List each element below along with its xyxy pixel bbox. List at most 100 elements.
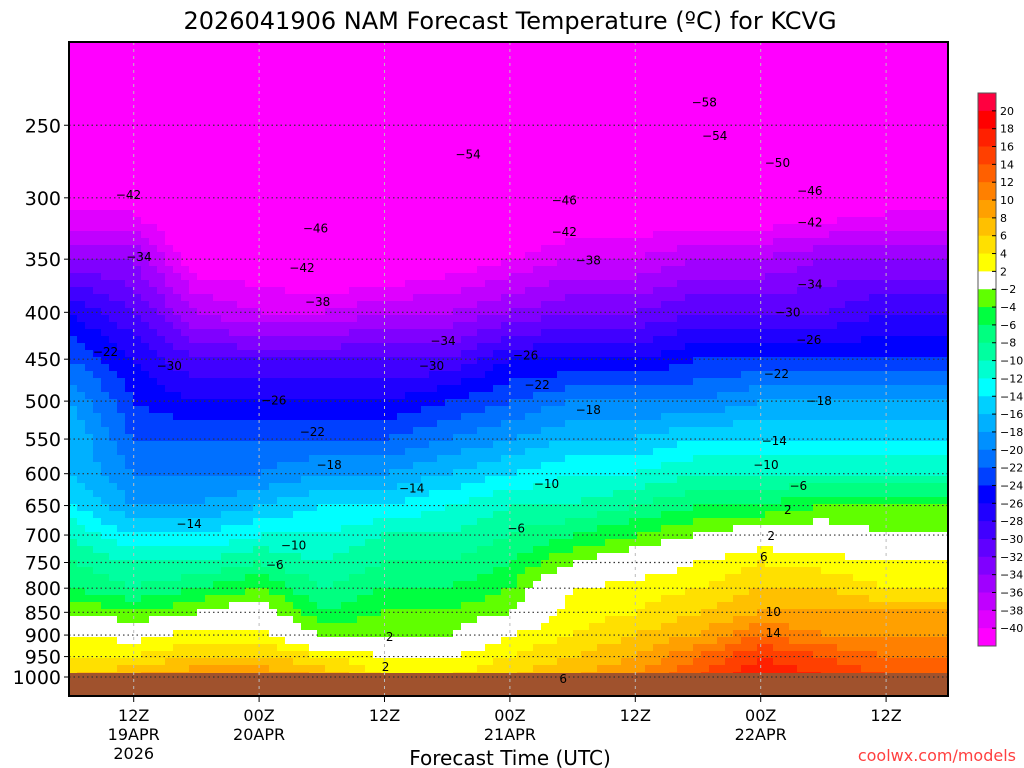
heatmap-cell (597, 154, 606, 162)
heatmap-cell (109, 154, 118, 162)
heatmap-cell (789, 322, 798, 330)
heatmap-cell (181, 308, 190, 316)
heatmap-cell (453, 343, 462, 351)
heatmap-cell (901, 238, 910, 246)
heatmap-cell (549, 182, 558, 190)
heatmap-cell (717, 56, 726, 64)
heatmap-cell (149, 203, 158, 211)
heatmap-cell (349, 175, 358, 183)
heatmap-cell (605, 154, 614, 162)
heatmap-cell (573, 112, 582, 120)
heatmap-cell (485, 147, 494, 155)
heatmap-cell (925, 245, 934, 253)
heatmap-cell (917, 119, 926, 127)
heatmap-cell (189, 343, 198, 351)
heatmap-cell (197, 357, 206, 365)
heatmap-cell (909, 245, 918, 253)
heatmap-cell (597, 231, 606, 239)
heatmap-cell (845, 252, 854, 260)
heatmap-cell (149, 105, 158, 113)
heatmap-cell (477, 315, 486, 323)
heatmap-cell (341, 91, 350, 99)
heatmap-cell (557, 322, 566, 330)
heatmap-cell (733, 105, 742, 113)
heatmap-cell (437, 329, 446, 337)
heatmap-cell (373, 315, 382, 323)
heatmap-cell (69, 238, 78, 246)
heatmap-cell (445, 42, 454, 50)
heatmap-cell (597, 63, 606, 71)
heatmap-cell (93, 49, 102, 57)
heatmap-cell (589, 91, 598, 99)
heatmap-cell (253, 343, 262, 351)
heatmap-cell (701, 63, 710, 71)
heatmap-cell (109, 336, 118, 344)
heatmap-cell (677, 287, 686, 295)
heatmap-cell (149, 210, 158, 218)
heatmap-cell (365, 126, 374, 134)
heatmap-cell (285, 301, 294, 309)
heatmap-cell (325, 77, 334, 85)
heatmap-cell (749, 56, 758, 64)
heatmap-cell (557, 84, 566, 92)
heatmap-cell (773, 112, 782, 120)
heatmap-cell (533, 84, 542, 92)
heatmap-cell (749, 238, 758, 246)
heatmap-cell (933, 203, 942, 211)
heatmap-cell (421, 301, 430, 309)
heatmap-cell (237, 161, 246, 169)
heatmap-cell (445, 287, 454, 295)
heatmap-cell (317, 175, 326, 183)
heatmap-cell (437, 231, 446, 239)
heatmap-layer (69, 42, 948, 680)
heatmap-cell (653, 189, 662, 197)
heatmap-cell (301, 217, 310, 225)
heatmap-cell (85, 42, 94, 50)
heatmap-cell (205, 147, 214, 155)
heatmap-cell (493, 294, 502, 302)
heatmap-cell (469, 56, 478, 64)
heatmap-cell (573, 140, 582, 148)
heatmap-cell (461, 133, 470, 141)
heatmap-cell (509, 49, 518, 57)
heatmap-cell (645, 322, 654, 330)
heatmap-cell (93, 63, 102, 71)
heatmap-cell (621, 203, 630, 211)
heatmap-cell (869, 343, 878, 351)
heatmap-cell (493, 140, 502, 148)
heatmap-cell (109, 266, 118, 274)
heatmap-cell (869, 245, 878, 253)
heatmap-cell (557, 161, 566, 169)
heatmap-cell (693, 329, 702, 337)
heatmap-cell (925, 196, 934, 204)
heatmap-cell (565, 133, 574, 141)
heatmap-cell (397, 273, 406, 281)
heatmap-cell (229, 308, 238, 316)
heatmap-cell (77, 161, 86, 169)
heatmap-cell (501, 147, 510, 155)
heatmap-cell (181, 140, 190, 148)
heatmap-cell (293, 196, 302, 204)
heatmap-cell (189, 350, 198, 358)
heatmap-cell (461, 112, 470, 120)
heatmap-cell (445, 112, 454, 120)
heatmap-cell (629, 329, 638, 337)
heatmap-cell (277, 182, 286, 190)
heatmap-cell (557, 182, 566, 190)
heatmap-cell (69, 147, 78, 155)
heatmap-cell (821, 154, 830, 162)
heatmap-cell (821, 175, 830, 183)
heatmap-cell (269, 273, 278, 281)
heatmap-cell (685, 329, 694, 337)
heatmap-cell (733, 154, 742, 162)
heatmap-cell (797, 133, 806, 141)
heatmap-cell (469, 308, 478, 316)
heatmap-cell (413, 182, 422, 190)
heatmap-cell (653, 315, 662, 323)
heatmap-cell (925, 217, 934, 225)
heatmap-cell (173, 252, 182, 260)
heatmap-cell (149, 350, 158, 358)
heatmap-cell (517, 105, 526, 113)
heatmap-cell (221, 287, 230, 295)
heatmap-cell (853, 189, 862, 197)
